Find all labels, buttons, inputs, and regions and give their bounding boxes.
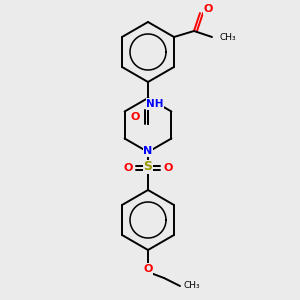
Text: S: S <box>143 160 152 173</box>
Text: O: O <box>123 163 133 173</box>
Text: O: O <box>203 4 213 14</box>
Text: O: O <box>163 163 173 173</box>
Text: NH: NH <box>146 99 164 109</box>
Text: N: N <box>143 146 153 156</box>
Text: O: O <box>130 112 140 122</box>
Text: CH₃: CH₃ <box>220 32 237 41</box>
Text: O: O <box>143 264 153 274</box>
Text: CH₃: CH₃ <box>184 281 201 290</box>
